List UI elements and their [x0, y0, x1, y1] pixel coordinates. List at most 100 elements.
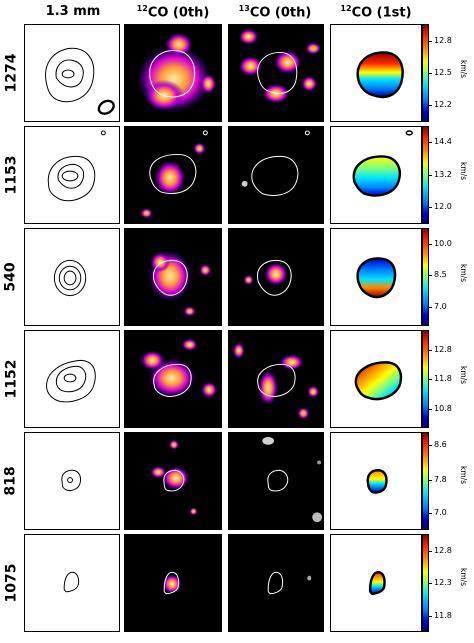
- column-header-13co-zeroth: 13CO (0th): [226, 4, 324, 20]
- colorbar-tick: 7.0: [429, 302, 447, 311]
- continuum-panel-1274: [24, 24, 120, 122]
- 13co-zeroth-map: [241, 130, 310, 196]
- colorbar-tick: 13.2: [429, 170, 452, 179]
- 12co-first-panel-1274: [330, 24, 422, 122]
- colorbar-tick: 12.8: [429, 546, 452, 555]
- continuum-panel-818: [24, 432, 120, 530]
- colorbar-tick: 11.8: [429, 611, 452, 620]
- 12co-zeroth-panel-1152: [124, 330, 222, 428]
- 13co-zeroth-map: [262, 436, 323, 523]
- colorbar-tick: 12.2: [429, 100, 452, 109]
- 12co-first-panel-1153: [330, 126, 422, 224]
- colorbar-tick: 11.8: [429, 374, 452, 383]
- 12co-zeroth-panel-1075: [124, 534, 222, 632]
- continuum-contours: [63, 571, 80, 593]
- source-id: 1075: [3, 563, 19, 603]
- colorbar-tick: 7.0: [429, 508, 447, 517]
- velocity-map: [368, 571, 386, 595]
- continuum-contours: [61, 469, 82, 492]
- 12co-first-panel-540: [330, 228, 422, 326]
- colorbar-818: [422, 432, 429, 530]
- colorbar-tick: 7.8: [429, 475, 447, 484]
- source-id: 1153: [3, 155, 19, 195]
- source-id: 1152: [3, 359, 19, 399]
- colorbar-1075: [422, 534, 429, 632]
- 13co-zeroth-panel-1075: [228, 534, 324, 632]
- column-header-text: CO (0th): [147, 5, 210, 21]
- continuum-contours: [45, 47, 115, 115]
- 12co-first-panel-1152: [330, 330, 422, 428]
- 12co-zeroth-map: [140, 338, 218, 398]
- column-header-text: CO (1st): [351, 5, 412, 21]
- velocity-map: [352, 130, 413, 197]
- isotope-superscript: 13: [238, 4, 250, 13]
- colorbar-1152: [422, 330, 429, 428]
- 12co-zeroth-panel-818: [124, 432, 222, 530]
- colorbar-1274: [422, 24, 429, 122]
- continuum-contours: [47, 130, 106, 202]
- column-header-12co-zeroth: 12CO (0th): [124, 4, 222, 20]
- beam-ellipse: [100, 130, 106, 136]
- 13co-zeroth-panel-540: [228, 228, 324, 326]
- 13co-zeroth-panel-818: [228, 432, 324, 530]
- beam-ellipse: [97, 99, 115, 115]
- 12co-zeroth-panel-540: [124, 228, 222, 326]
- 12co-zeroth-map: [162, 571, 182, 595]
- column-header-continuum-text: 1.3 mm: [45, 4, 101, 19]
- 12co-zeroth-map: [140, 130, 208, 219]
- 13co-zeroth-panel-1153: [228, 126, 324, 224]
- column-header-text: CO (0th): [249, 5, 312, 21]
- isotope-superscript: 12: [136, 4, 148, 13]
- colorbar-tick: 14.4: [429, 137, 452, 146]
- continuum-panel-1153: [24, 126, 120, 224]
- source-label-1152: 1152: [0, 330, 22, 428]
- column-header-continuum: 1.3 mm: [26, 4, 120, 19]
- 13co-zeroth-panel-1152: [228, 330, 324, 428]
- source-label-818: 818: [0, 432, 22, 530]
- colorbar-unit: km/s: [459, 366, 468, 385]
- colorbar-unit: km/s: [459, 568, 468, 587]
- velocity-map: [356, 257, 397, 299]
- isotope-superscript: 12: [340, 4, 352, 13]
- source-label-1153: 1153: [0, 126, 22, 224]
- colorbar-1153: [422, 126, 429, 224]
- source-id: 1274: [3, 53, 19, 93]
- colorbar-540: [422, 228, 429, 326]
- 12co-zeroth-map: [150, 439, 198, 516]
- colorbar-tick: 10.8: [429, 404, 452, 413]
- colorbar-unit: km/s: [459, 162, 468, 181]
- source-id: 540: [3, 262, 20, 292]
- source-id: 818: [3, 466, 20, 496]
- column-header-12co-first: 12CO (1st): [330, 4, 422, 20]
- source-label-1274: 1274: [0, 24, 22, 122]
- continuum-panel-540: [24, 228, 120, 326]
- 13co-zeroth-map: [267, 571, 312, 595]
- colorbar-tick: 12.3: [429, 578, 452, 587]
- colorbar-tick: 8.5: [429, 270, 447, 279]
- velocity-map: [356, 51, 404, 99]
- continuum-panel-1075: [24, 534, 120, 632]
- continuum-contours: [46, 359, 96, 403]
- 12co-zeroth-panel-1274: [124, 24, 222, 122]
- 13co-zeroth-panel-1274: [228, 24, 324, 122]
- colorbar-unit: km/s: [459, 466, 468, 485]
- 12co-first-panel-1075: [330, 534, 422, 632]
- 13co-zeroth-map: [243, 259, 292, 296]
- continuum-panel-1152: [24, 330, 120, 428]
- 12co-zeroth-panel-1153: [124, 126, 222, 224]
- colorbar-unit: km/s: [459, 264, 468, 283]
- 12co-first-panel-818: [330, 432, 422, 530]
- colorbar-unit: km/s: [459, 60, 468, 79]
- colorbar-tick: 12.5: [429, 68, 452, 77]
- colorbar-tick: 12.0: [429, 202, 452, 211]
- 13co-zeroth-map: [238, 28, 322, 104]
- velocity-map: [354, 361, 403, 401]
- velocity-map: [366, 469, 388, 494]
- source-label-1075: 1075: [0, 534, 22, 632]
- 13co-zeroth-map: [232, 342, 320, 420]
- continuum-contours: [53, 259, 87, 297]
- colorbar-tick: 8.6: [429, 440, 447, 449]
- 12co-zeroth-map: [148, 250, 212, 317]
- source-label-540: 540: [0, 228, 22, 326]
- 12co-zeroth-map: [136, 32, 217, 113]
